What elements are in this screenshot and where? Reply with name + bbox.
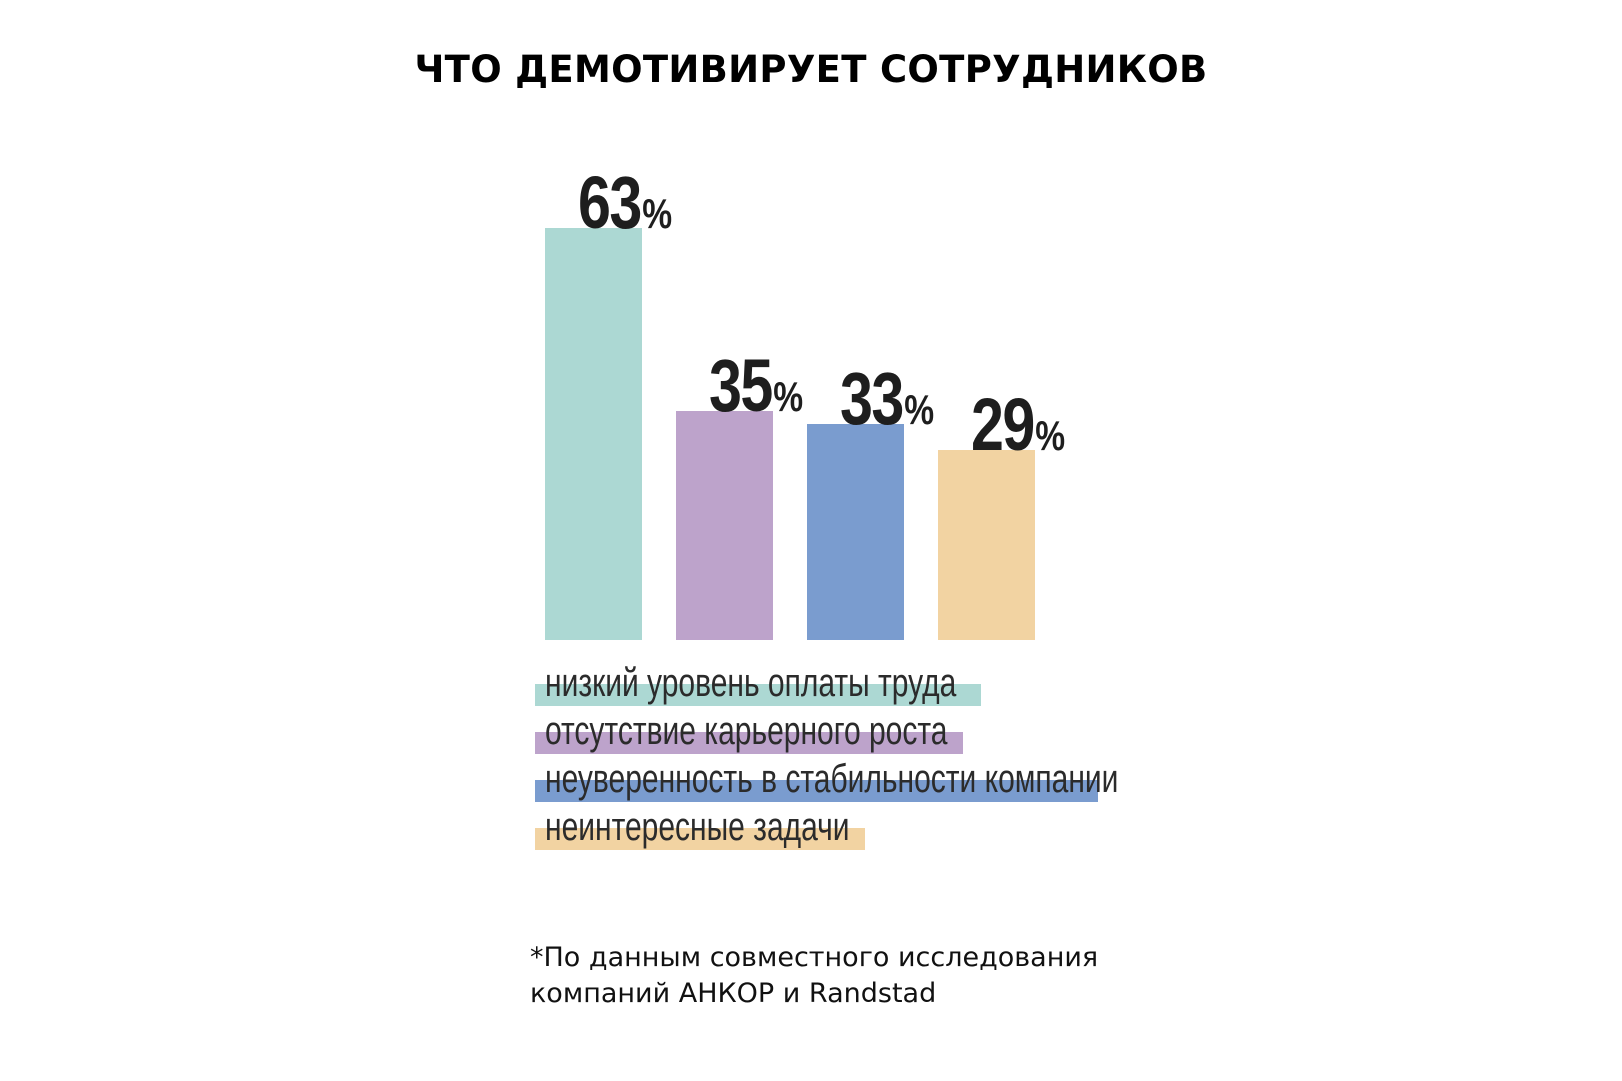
bar-value-unit: % [904, 386, 935, 434]
bar-value-label-4: 29% [971, 388, 1065, 462]
chart-title: ЧТО ДЕМОТИВИРУЕТ СОТРУДНИКОВ [414, 48, 1208, 91]
bar-1 [545, 228, 642, 640]
legend-label: неуверенность в стабильности компании [545, 757, 1119, 801]
legend-swatch [535, 732, 963, 754]
bar-value-unit: % [773, 373, 804, 421]
legend-label: отсутствие карьерного роста [545, 709, 948, 753]
footnote-line-2: компаний АНКОР и Randstad [530, 978, 937, 1009]
bar-value-number: 29 [971, 383, 1035, 467]
bar-value-number: 63 [578, 161, 642, 244]
bar-value-unit: % [642, 190, 673, 237]
footnote: *По данным совместного исследования комп… [530, 940, 1098, 1012]
bar-2 [676, 411, 773, 640]
footnote-line-1: *По данным совместного исследования [530, 942, 1099, 973]
bar-value-label-1: 63% [578, 166, 672, 240]
bar-3 [807, 424, 904, 640]
bar-value-label-2: 35% [709, 349, 803, 423]
bar-value-label-3: 33% [840, 362, 934, 436]
legend-swatch [535, 684, 981, 706]
legend-label: низкий уровень оплаты труда [545, 661, 957, 705]
bar-value-number: 35 [709, 344, 773, 428]
legend-swatch [535, 780, 1098, 802]
bar-value-number: 33 [840, 357, 904, 441]
legend-swatch [535, 828, 865, 850]
bar-value-unit: % [1035, 412, 1066, 460]
bar-4 [938, 450, 1035, 640]
legend-label: неинтересные задачи [545, 805, 850, 849]
